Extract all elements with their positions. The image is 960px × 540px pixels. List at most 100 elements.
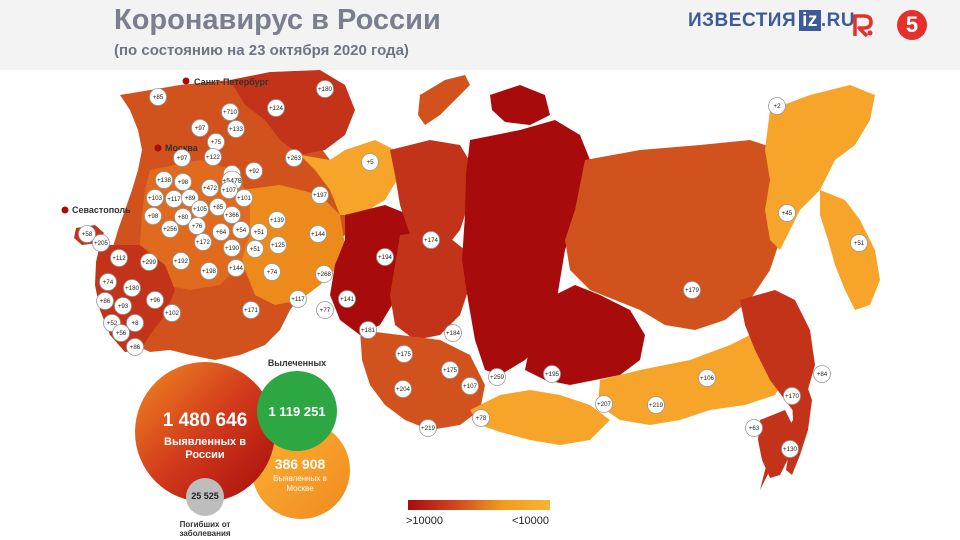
region-badge-value: +180 [125,285,139,292]
legend-high-label: >10000 [406,515,444,527]
region-badge: +170 [783,387,801,405]
region-badge-value: +45 [782,210,793,217]
region-badge: +125 [269,236,287,254]
region-badge-circle [250,223,268,241]
region-badge: +74 [263,263,281,281]
region-badge: +219 [419,419,437,437]
region-badge-value: +2 [773,103,781,110]
region-badge-circle [163,304,181,322]
region-badge-circle [114,297,132,315]
region-badge-value: +180 [318,86,332,93]
region-primorye [758,410,795,478]
region-badge-circle [212,223,230,241]
region-badge-circle [112,324,130,342]
city-moscow-label: Москва [165,143,199,153]
region-badge: +184 [444,324,462,342]
region-badge: +63 [745,419,763,437]
region-badge-value: +190 [225,245,239,252]
region-badge-value: +101 [237,195,251,202]
region-badge-circle [488,368,506,386]
region-badge: +190 [223,239,241,257]
region-southern-siberia [360,330,485,430]
region-khabarovsk [740,290,815,490]
region-badge: +205 [92,234,110,252]
region-badge: +219 [647,396,665,414]
region-badge-value: +93 [118,303,129,310]
region-badge: +181 [359,321,377,339]
region-badge-circle [778,204,796,222]
region-taymyr-islands [490,85,550,125]
region-badge-value: +75 [211,139,222,146]
region-badge-value: +710 [223,109,237,116]
region-badge-value: +105 [193,206,207,213]
region-kamchatka [820,190,880,310]
region-badge-value: +175 [443,367,457,374]
region-badge: +172 [194,233,212,251]
region-badge: +102 [163,304,181,322]
region-badge: +124 [267,99,285,117]
region-badge: +197 [311,186,329,204]
region-badge: +175 [441,361,459,379]
region-badge-value: +51 [854,240,865,247]
region-badge-circle [223,206,241,224]
region-badge: +85 [149,88,167,106]
region-badge: +8 [126,314,144,332]
region-badge-value: +84 [817,371,828,378]
region-badge-value: +63 [749,425,760,432]
region-badge: +175 [395,345,413,363]
region-badge-value: +197 [313,192,327,199]
region-badge-circle [96,292,114,310]
region-badge-circle [223,239,241,257]
region-increase-badges: +85 +710 +124 +180 +97 +133 +75 +122 +97 +5 +263 +1… [78,80,868,458]
region-badge-circle [173,149,191,167]
region-badge-value: +181 [361,327,375,334]
region-badge: +74 [99,273,117,291]
region-badge-circle [768,97,786,115]
region-badge-value: +86 [100,298,111,305]
region-badge: +138 [155,171,173,189]
region-badge: +144 [309,225,327,243]
region-badge-circle [191,119,209,137]
region-badge-value: +112 [112,255,126,262]
region-badge: +112 [110,249,128,267]
region-badge-circle [781,440,799,458]
region-badge-circle [289,290,307,308]
region-badge-value: +51 [254,229,265,236]
region-badge-circle [269,236,287,254]
region-badge-circle [315,265,333,283]
region-badge-circle [201,179,219,197]
region-badge-circle [263,263,281,281]
channel-5-logo: 5 [897,10,927,40]
region-badge-circle [268,211,286,229]
region-badge: +85 [209,198,227,216]
region-badge-value: +472 [203,185,217,192]
region-badge-circle [144,207,162,225]
region-badge: +54 [232,221,250,239]
moscow-cases-bubble [252,421,350,519]
region-badge: +366 [223,206,241,224]
region-badge-circle [78,225,96,243]
region-badge-circle [376,248,394,266]
city-spb-label: Санкт-Петербург [194,77,269,87]
region-badge-circle [232,221,250,239]
region-badge-circle [441,361,459,379]
deaths-label: Погибших от заболевания [179,520,231,538]
region-badge: +117 [165,190,183,208]
region-badge-value: +74 [103,279,114,286]
region-badge: +299 [140,253,158,271]
region-badge-circle [309,225,327,243]
region-badge-circle [285,149,303,167]
region-badge: +133 [227,120,245,138]
region-badge: +194 [376,248,394,266]
iz-logo-domain: .RU [820,10,856,31]
region-badge-circle [235,189,253,207]
region-badge-circle [146,189,164,207]
legend-gradient-bar [408,500,550,510]
region-buryatia [470,390,610,445]
region-badge-circle [140,253,158,271]
region-badge: +77 [316,301,334,319]
moscow-marker-icon [154,144,162,152]
region-badge: +2 [768,97,786,115]
region-badge-circle [338,290,356,308]
region-badge-value: +219 [649,402,663,409]
